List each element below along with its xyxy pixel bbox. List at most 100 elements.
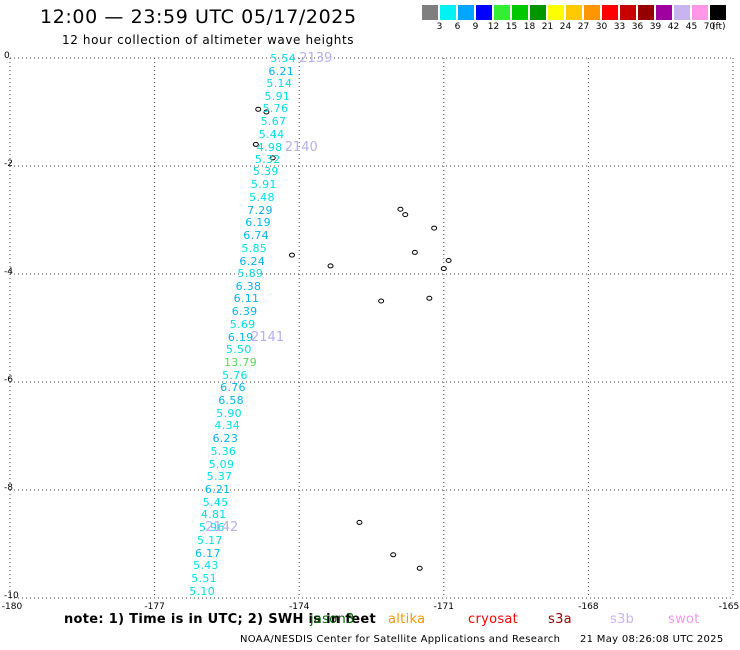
swh-value-label: 5.39: [252, 165, 279, 179]
satellite-legend-item: altika: [388, 612, 426, 627]
color-scale-label: 30: [595, 22, 608, 32]
color-scale-swatch: [530, 5, 547, 20]
island-outline: [378, 298, 385, 304]
swh-value-label: 5.17: [197, 533, 223, 547]
swh-value-label: 5.91: [251, 178, 277, 192]
satellite-legend-item: cryosat: [468, 612, 519, 627]
swh-value-label: 5.76: [222, 368, 248, 382]
swh-value-label: 6.11: [233, 292, 260, 306]
island-outline: [445, 258, 452, 263]
generated-timestamp: 21 May 08:26:08 UTC 2025: [580, 634, 724, 645]
swh-value-label: 4.34: [214, 419, 241, 433]
y-tick-label: -2: [4, 159, 13, 169]
color-scale-swatch: [692, 5, 709, 20]
island-outline: [390, 552, 397, 558]
pass-number-label: 2141: [251, 329, 285, 345]
island-outline: [411, 249, 418, 255]
color-scale-label: 9: [472, 22, 479, 32]
color-scale-swatch: [440, 5, 457, 20]
color-scale-label: 33: [613, 22, 626, 32]
swh-value-label: 5.43: [193, 559, 219, 573]
swh-value-label: 6.76: [220, 381, 246, 395]
color-scale-swatch: [656, 5, 673, 20]
swh-value-label: 5.44: [258, 127, 285, 141]
swh-value-label: 5.90: [216, 406, 242, 420]
island-outline: [356, 519, 363, 525]
swh-value-label: 7.29: [247, 203, 273, 217]
swh-value-label: 5.89: [237, 267, 264, 280]
island-outline: [426, 295, 433, 301]
color-scale-swatch: [458, 5, 475, 20]
color-scale-swatch: [494, 5, 511, 20]
swh-value-label: 5.54: [270, 51, 296, 65]
swh-value-label: 6.21: [204, 483, 231, 496]
y-tick-label: 0: [4, 51, 10, 61]
island-outline: [416, 565, 423, 571]
color-scale-swatch: [548, 5, 565, 20]
color-scale-label: 21: [541, 22, 554, 32]
color-scale-label: 15: [505, 22, 518, 32]
color-scale-label: 36: [631, 22, 644, 32]
swh-value-label: 6.58: [218, 393, 244, 407]
island-outline: [263, 109, 270, 115]
island-outline: [440, 266, 447, 272]
x-tick-label: -174: [288, 602, 310, 612]
swh-value-label: 6.17: [195, 546, 221, 560]
swh-value-label: 6.24: [239, 254, 266, 268]
y-tick-label: -10: [4, 591, 19, 601]
color-scale-label: 24: [559, 22, 572, 32]
pass-number-label: 2140: [284, 139, 318, 155]
swh-value-label: 5.32: [254, 153, 281, 167]
swh-value-label: 5.67: [260, 115, 287, 129]
footer-note: note: 1) Time is in UTC; 2) SWH is in fe…: [64, 612, 376, 627]
color-scale-label: 27: [577, 22, 590, 32]
swh-value-label: 4.98: [256, 140, 283, 154]
color-scale-label: 12: [487, 22, 500, 32]
color-scale-label: 45: [685, 22, 698, 32]
island-outline: [255, 106, 262, 112]
color-scale-swatch: [674, 5, 691, 20]
island-outline: [397, 206, 404, 212]
color-scale-label: 39: [649, 22, 662, 32]
swh-value-label: 6.19: [245, 216, 271, 230]
satellite-legend-item: jason3: [310, 612, 355, 627]
swh-value-label: 5.51: [191, 572, 217, 586]
satellite-legend-item: s3b: [610, 612, 635, 627]
credit-text: NOAA/NESDIS Center for Satellite Applica…: [240, 634, 561, 645]
swh-value-label: 5.96: [198, 521, 225, 535]
color-scale-label: 6: [454, 22, 461, 32]
color-scale-swatch: [584, 5, 601, 20]
swh-value-label: 5.85: [241, 241, 268, 255]
swh-value-label: 5.50: [225, 343, 252, 357]
x-tick-label: -177: [144, 602, 165, 612]
swh-value-label: 6.39: [231, 305, 258, 319]
color-scale-swatch: [422, 5, 439, 20]
swh-value-label: 5.48: [249, 190, 275, 204]
map-subtitle: 12 hour collection of altimeter wave hei…: [62, 33, 355, 47]
island-outline: [431, 225, 438, 231]
color-scale-label: 3: [436, 22, 443, 32]
swh-value-label: 6.38: [235, 279, 262, 293]
island-outline: [402, 212, 409, 218]
color-scale-swatch: [620, 5, 637, 20]
map-title: 12:00 — 23:59 UTC 05/17/2025: [40, 6, 357, 28]
x-tick-label: -168: [578, 602, 599, 612]
color-scale-swatch: [476, 5, 493, 20]
color-scale-swatch: [710, 5, 727, 20]
swh-value-label: 5.69: [229, 317, 256, 331]
swh-value-label: 6.19: [227, 330, 254, 344]
swh-value-label: 13.79: [224, 356, 257, 370]
color-scale-label: 42: [667, 22, 680, 32]
pass-number-label: 2139: [299, 50, 333, 66]
swh-value-label: 5.45: [202, 495, 229, 509]
swh-value-label: 5.37: [206, 470, 233, 484]
swh-value-label: 5.36: [210, 444, 237, 458]
swh-value-label: 6.21: [268, 64, 295, 78]
swh-value-label: 5.14: [266, 76, 293, 90]
color-scale-label: 18: [523, 22, 536, 32]
color-scale-swatch: [512, 5, 529, 20]
color-scale-unit: (ft): [712, 22, 726, 32]
satellite-legend-item: s3a: [548, 612, 572, 627]
swh-value-label: 5.76: [262, 102, 289, 116]
